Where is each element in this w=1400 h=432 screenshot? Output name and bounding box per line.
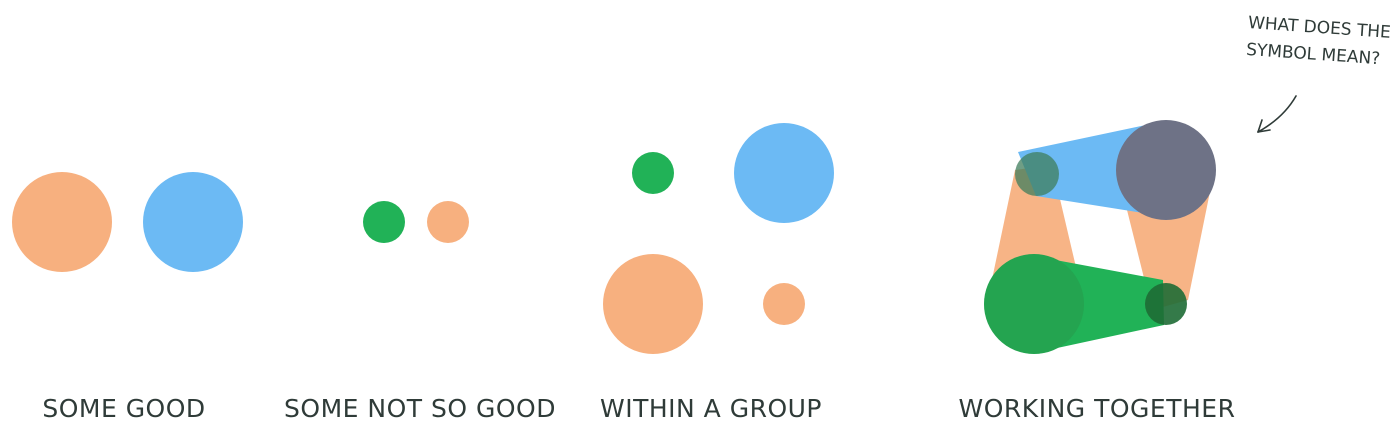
caption-working-together: WORKING TOGETHER xyxy=(958,394,1236,423)
caption-some-not-so-good: SOME NOT SO GOOD xyxy=(284,394,556,423)
green-circle-small xyxy=(363,201,405,243)
green-circle-group xyxy=(632,152,674,194)
working-together-symbol xyxy=(984,120,1216,354)
dark-node-bottom-right xyxy=(1145,283,1187,325)
caption-some-good: SOME GOOD xyxy=(42,394,206,423)
green-node-bottom-left xyxy=(984,254,1084,354)
caption-within-a-group: WITHIN A GROUP xyxy=(599,394,823,423)
blue-circle-large xyxy=(143,172,243,272)
orange-circle-group-large xyxy=(603,254,703,354)
orange-circle-large xyxy=(12,172,112,272)
orange-circle-group-small xyxy=(763,283,805,325)
orange-circle-small xyxy=(427,201,469,243)
slate-node-top-right xyxy=(1116,120,1216,220)
blue-circle-group xyxy=(734,123,834,223)
annotation-arrow-icon xyxy=(1257,95,1297,133)
green-node-bottom-left-shade xyxy=(984,254,1084,354)
annotation-note: WHAT DOES THE SYMBOL MEAN? xyxy=(1245,10,1392,74)
dark-node-top-left xyxy=(1015,152,1059,196)
